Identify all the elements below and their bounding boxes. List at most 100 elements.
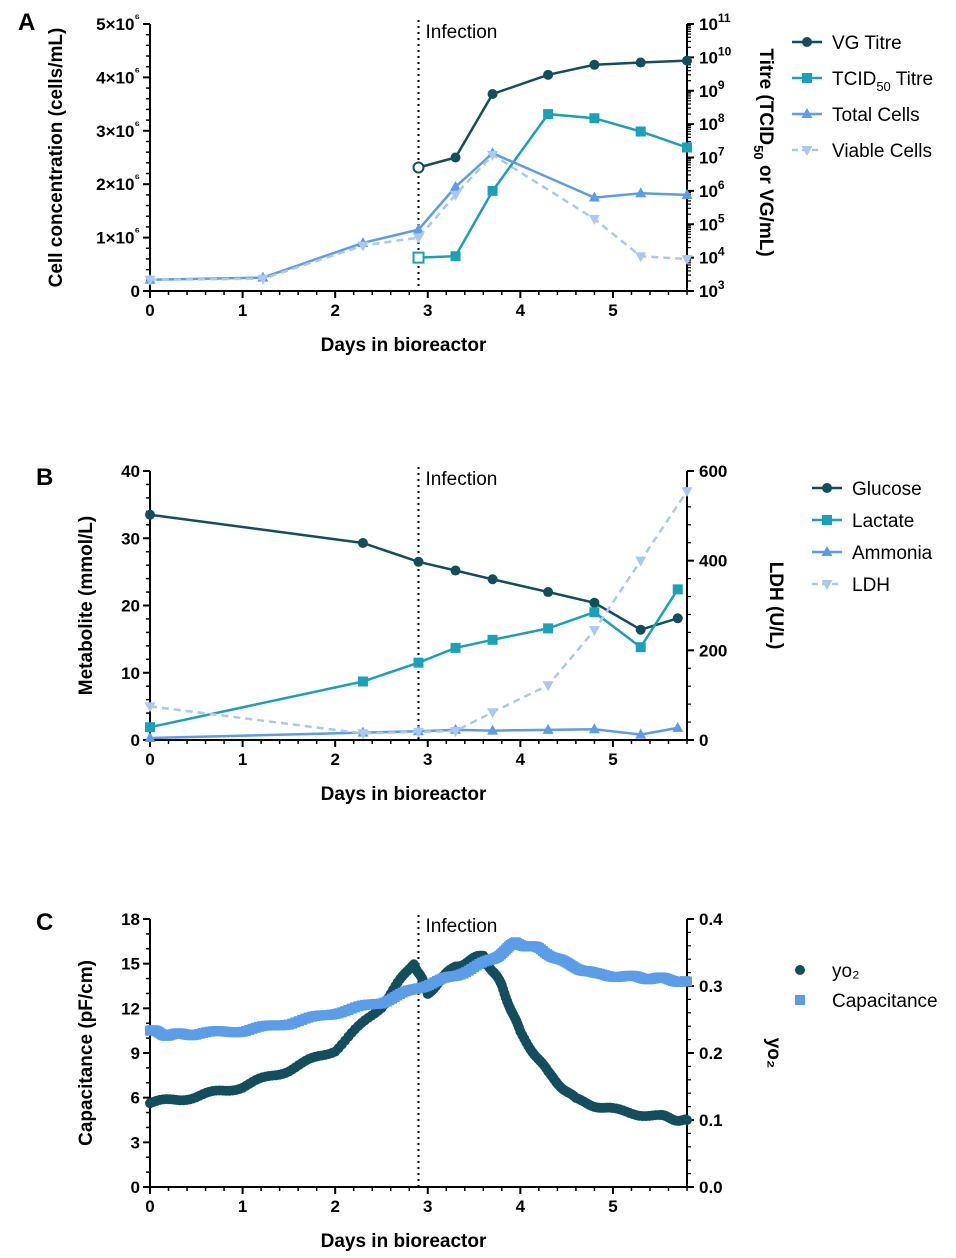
y-tick-label: 15: [121, 955, 140, 974]
data-point: [672, 613, 683, 624]
y2-tick-label: 108: [699, 111, 725, 134]
data-point: [357, 676, 368, 687]
series-capacitance: [145, 937, 692, 1041]
data-point: [487, 88, 498, 99]
x-tick-label: 3: [423, 750, 432, 769]
data-point: [412, 161, 425, 174]
y2-tick-label: 0.1: [699, 1111, 723, 1130]
legend-label: VG Titre: [832, 33, 902, 54]
data-point: [413, 556, 424, 567]
data-point: [543, 69, 554, 80]
legend-marker: [795, 965, 805, 975]
data-point: [487, 574, 498, 585]
data-point: [487, 150, 499, 161]
y-tick-label: 4×10⁶: [96, 64, 140, 87]
data-point: [635, 126, 646, 137]
infection-label: Infection: [426, 916, 498, 937]
legend-label: LDH: [852, 575, 890, 596]
y2-tick-label: 109: [699, 78, 725, 101]
chart-panel-a: A 0 1 2 3 4 5 0 1×10⁶ 2×10⁶ 3×10⁶ 4×10⁶ 5×10⁶ 103 104 1…: [18, 9, 933, 356]
data-point: [635, 728, 647, 739]
legend-marker: [821, 546, 833, 556]
data-point: [144, 731, 156, 742]
legend-marker: [821, 580, 833, 590]
y2-axis-title: yo₂: [763, 1038, 784, 1069]
y-tick-label: 0: [131, 731, 140, 750]
panel-letter: A: [18, 9, 35, 36]
y-axis-title: Metabolite (mmol/L): [76, 516, 97, 695]
y-tick-label: 12: [121, 999, 140, 1018]
y2-tick-label: 104: [699, 245, 725, 268]
data-point: [588, 626, 600, 637]
data-point: [682, 1115, 692, 1125]
y-tick-label: 2×10⁶: [96, 171, 140, 194]
y2-tick-label: 0.4: [699, 910, 723, 929]
series-tcid50-titre: [412, 109, 692, 264]
y-tick-label: 3: [131, 1133, 140, 1152]
y-axis-title: Capacitance (pF/cm): [76, 960, 97, 1146]
y2-tick-label: 200: [699, 641, 727, 660]
x-tick-label: 0: [145, 750, 154, 769]
x-tick-label: 5: [608, 1197, 617, 1216]
data-point: [413, 223, 424, 234]
legend-label: Capacitance: [832, 991, 938, 1012]
data-point: [450, 190, 462, 201]
infection-label: Infection: [426, 22, 498, 43]
y-tick-label: 3×10⁶: [96, 118, 140, 141]
data-point: [487, 634, 498, 645]
data-point: [672, 584, 683, 595]
y2-tick-label: 106: [699, 178, 725, 201]
y2-tick-label: 107: [699, 145, 725, 168]
data-point: [413, 233, 424, 244]
y2-tick-label: 0.3: [699, 977, 723, 996]
series-viable-cells: [144, 150, 693, 286]
data-point: [589, 113, 600, 124]
x-tick-label: 3: [423, 301, 432, 320]
data-point: [487, 708, 499, 719]
data-point: [635, 57, 646, 68]
data-point: [542, 681, 554, 692]
y2-tick-label: 1011: [699, 11, 731, 34]
x-tick-label: 0: [145, 301, 154, 320]
x-tick-label: 5: [608, 301, 617, 320]
panel-letter: B: [36, 464, 53, 491]
y2-tick-label: 1010: [699, 44, 732, 67]
x-tick-label: 2: [330, 301, 339, 320]
y-tick-label: 0: [131, 1178, 140, 1197]
legend-label: Ammonia: [852, 543, 933, 564]
y-tick-label: 1×10⁶: [96, 225, 140, 248]
x-tick-label: 4: [516, 750, 526, 769]
x-axis-title: Days in bioreactor: [321, 1231, 487, 1252]
data-point: [412, 251, 425, 264]
data-point: [487, 724, 499, 735]
data-point: [682, 142, 692, 153]
legend-label: yo₂: [832, 961, 859, 982]
legend: VG Titre TCID50 Titre Total Cells Viable Ce…: [792, 33, 933, 162]
data-point: [588, 723, 600, 734]
data-point: [357, 537, 368, 548]
infection-label: Infection: [426, 469, 498, 490]
x-tick-label: 4: [516, 1197, 526, 1216]
data-point: [635, 556, 647, 567]
x-tick-label: 1: [238, 750, 247, 769]
data-point: [681, 487, 693, 498]
data-point: [145, 509, 155, 520]
y-tick-label: 9: [131, 1044, 140, 1063]
legend-label: Total Cells: [832, 105, 920, 126]
y2-tick-label: 0.2: [699, 1044, 723, 1063]
y-axis-title: Cell concentration (cells/mL): [46, 28, 67, 288]
y2-tick-label: 103: [699, 278, 725, 301]
data-point: [588, 191, 600, 202]
y2-tick-label: 400: [699, 552, 727, 571]
y2-axis-title: LDH (U/L): [765, 562, 786, 650]
legend-marker: [822, 483, 832, 493]
data-point: [450, 565, 461, 576]
data-point: [543, 109, 554, 120]
x-tick-label: 1: [238, 301, 247, 320]
legend-marker: [795, 995, 805, 1005]
data-point: [588, 214, 600, 225]
data-point: [487, 185, 498, 196]
y-tick-label: 20: [121, 597, 140, 616]
legend-label: Lactate: [852, 511, 914, 532]
legend-marker: [801, 146, 813, 156]
